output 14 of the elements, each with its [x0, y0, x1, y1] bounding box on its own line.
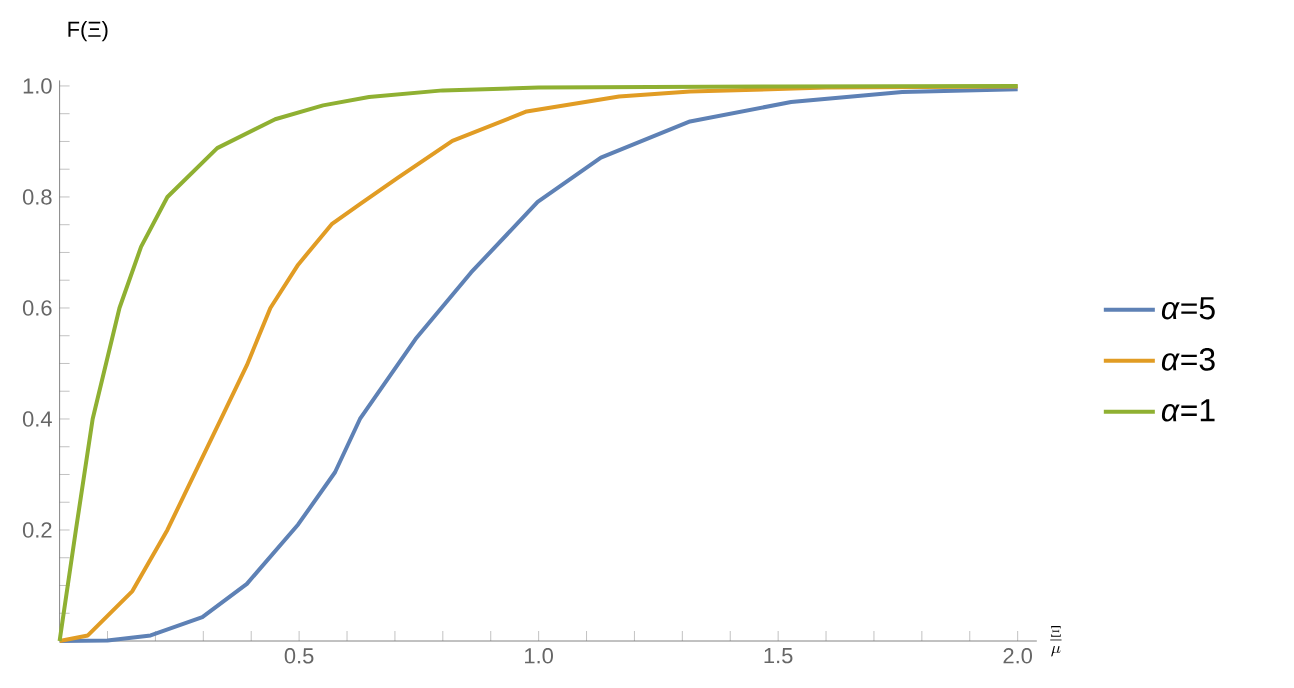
- y-tick-label: 0.4: [22, 411, 52, 427]
- y-axis-title: F(Ξ): [68, 20, 108, 42]
- x-tick-label: 0.5: [284, 648, 314, 664]
- x-tick-label: 2.0: [1003, 648, 1033, 664]
- y-tick-label: 0.2: [22, 522, 52, 538]
- legend-label: α=3: [1161, 348, 1215, 371]
- x-axis-title: $\frac{\Xi}{\mu}$: [1050, 626, 1062, 657]
- x-tick-label: 1.0: [525, 648, 553, 664]
- y-tick-label: 0.8: [22, 189, 52, 205]
- y-tick-label: 0.6: [22, 300, 52, 316]
- y-tick-label: 1.0: [23, 78, 52, 94]
- legend-label: α=5: [1161, 297, 1215, 320]
- legend-label: α=1: [1161, 399, 1215, 422]
- x-tick-label: 1.5: [764, 648, 793, 664]
